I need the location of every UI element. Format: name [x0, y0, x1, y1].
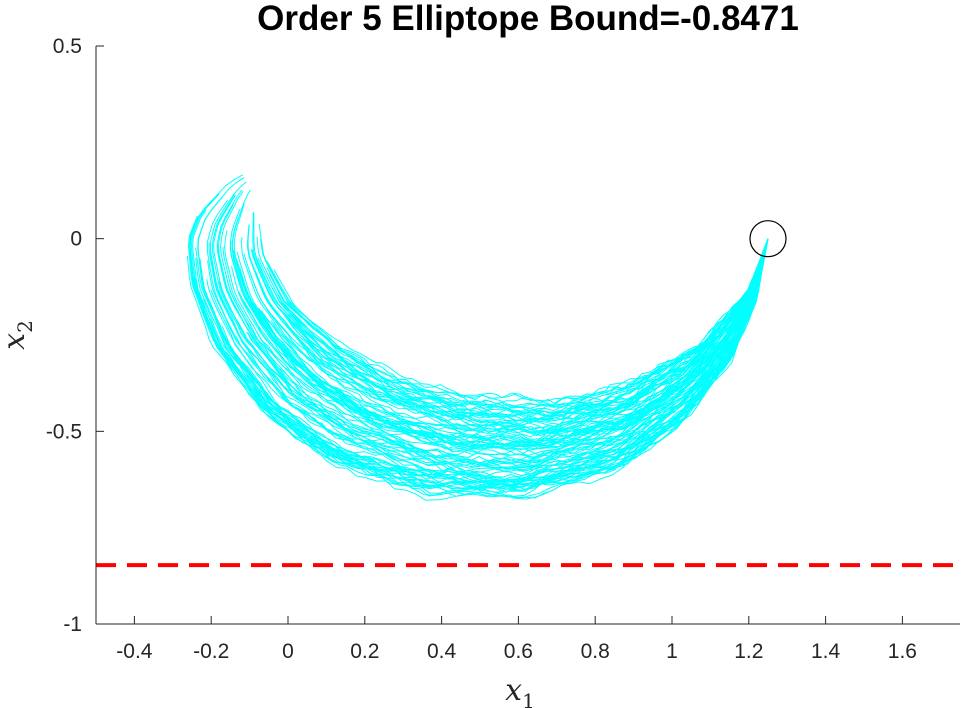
- trajectory-line: [239, 238, 769, 447]
- trajectory-lines: [186, 174, 769, 501]
- trajectory-line: [277, 238, 769, 418]
- y-tick-label: 0: [70, 228, 82, 251]
- trajectory-line: [245, 238, 769, 446]
- x-ticks: -0.4 -0.2 0 0.2 0.4 0.6 0.8 1 1.2 1.4 1.6: [116, 616, 917, 663]
- y-tick-label: 0.5: [53, 35, 82, 58]
- x-tick-label: 1.4: [811, 640, 841, 663]
- trajectory-line: [247, 238, 769, 433]
- x-tick-label: 0.8: [581, 640, 610, 663]
- trajectory-line: [272, 238, 769, 422]
- trajectory-line: [186, 238, 769, 501]
- x-axis-label: x1: [505, 673, 535, 708]
- x-axis-label-sub: 1: [522, 689, 535, 708]
- trajectory-line: [229, 238, 769, 457]
- trajectory-line: [282, 238, 769, 406]
- trajectory-line: [195, 238, 769, 493]
- x-tick-label: 0.2: [350, 640, 379, 663]
- trajectory-line: [272, 238, 769, 421]
- trajectory-line: [216, 189, 769, 464]
- x-tick-label: 1.2: [734, 640, 763, 663]
- trajectory-line: [233, 238, 769, 448]
- trajectory-line: [219, 238, 769, 483]
- x-tick-label: 0.6: [504, 640, 533, 663]
- x-axis-label-main: x: [505, 673, 522, 708]
- x-tick-label: 0: [282, 640, 294, 663]
- y-ticks: -1 -0.5 0 0.5: [46, 35, 104, 636]
- trajectory-line: [240, 238, 769, 444]
- start-marker: [749, 220, 787, 258]
- chart-title: Order 5 Elliptope Bound=-0.8471: [257, 0, 799, 38]
- trajectory-line: [265, 238, 769, 440]
- x-tick-label: 1: [666, 640, 678, 663]
- trajectory-line: [273, 238, 769, 404]
- y-tick-label: -0.5: [46, 420, 82, 443]
- trajectory-line: [193, 238, 769, 497]
- trajectory-line: [268, 238, 769, 413]
- trajectory-line: [208, 238, 769, 471]
- trajectory-line: [195, 238, 769, 486]
- x-tick-label: 0.4: [427, 640, 457, 663]
- x-tick-label: 1.6: [888, 640, 917, 663]
- y-axis-label: x2: [0, 320, 37, 350]
- x-tick-label: -0.2: [193, 640, 229, 663]
- y-tick-label: -1: [63, 613, 82, 636]
- trajectory-line: [238, 238, 769, 458]
- y-axis-label-sub: 2: [13, 320, 37, 333]
- trajectory-line: [286, 238, 769, 407]
- y-axis-label-main: x: [0, 333, 32, 350]
- x-tick-label: -0.4: [116, 640, 153, 663]
- trajectory-line: [247, 238, 769, 465]
